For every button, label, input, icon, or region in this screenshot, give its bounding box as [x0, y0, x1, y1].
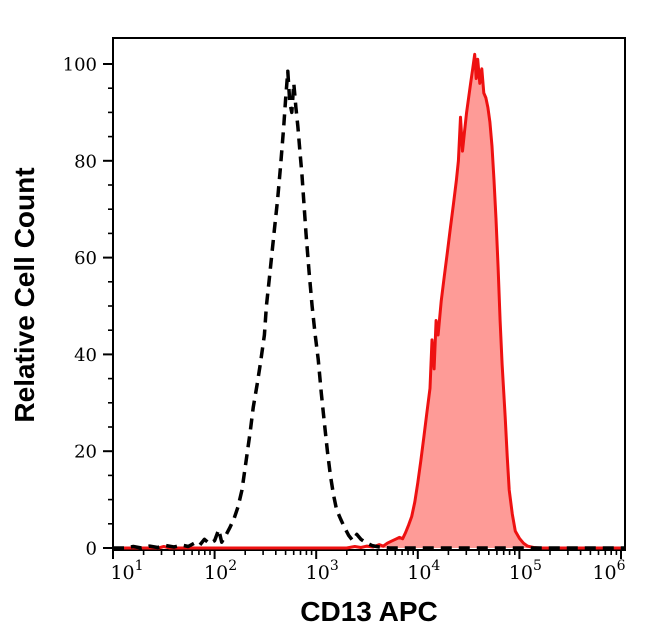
x-axis-tick-label: 101 — [110, 558, 143, 584]
x-axis-tick-label: 106 — [592, 558, 625, 584]
x-axis-tick-label: 104 — [407, 558, 440, 584]
y-axis-tick-label: 100 — [63, 55, 97, 76]
y-axis-tick-label: 80 — [74, 151, 97, 172]
x-axis-tick-label: 103 — [306, 558, 339, 584]
x-axis-tick-label: 105 — [509, 558, 542, 584]
x-axis-tick-label: 102 — [204, 558, 237, 584]
y-axis-tick-label: 60 — [74, 248, 97, 269]
y-axis-tick-label: 40 — [74, 345, 97, 366]
plot-frame — [112, 37, 626, 551]
cd13-histogram-outline — [113, 52, 626, 550]
cd13-histogram-fill — [113, 54, 626, 549]
y-axis-tick-label: 20 — [74, 442, 97, 463]
y-axis-tick-label: 0 — [86, 539, 97, 560]
x-axis-title: CD13 APC — [300, 596, 438, 627]
control-histogram-outline — [113, 69, 626, 550]
y-axis-title: Relative Cell Count — [9, 167, 40, 423]
